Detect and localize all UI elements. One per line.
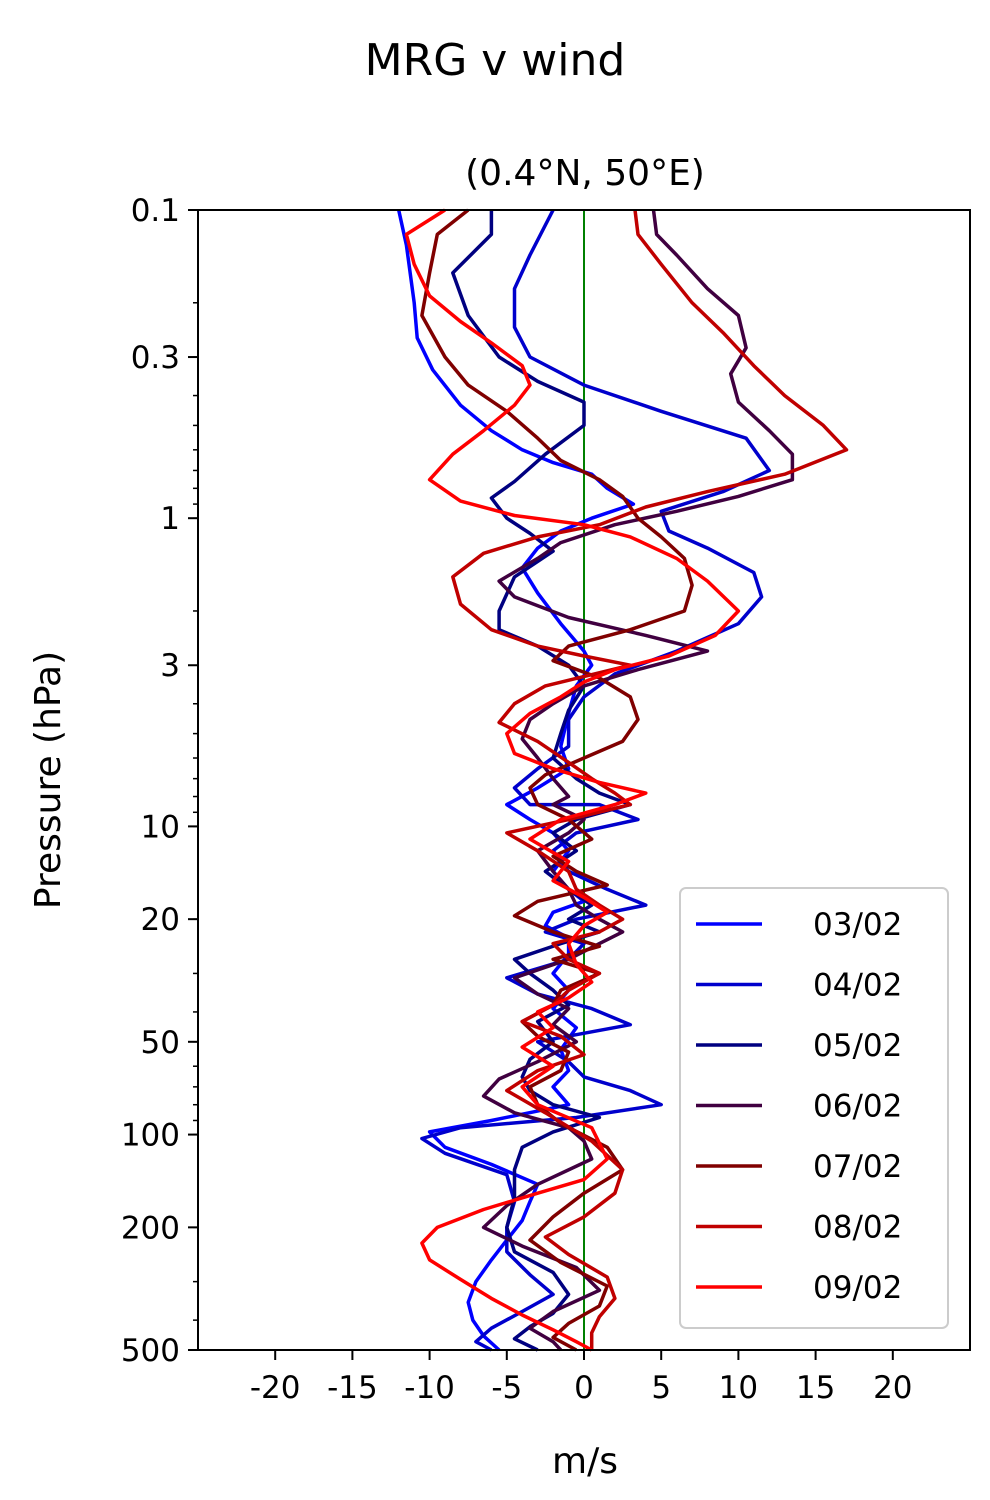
x-tick-label: -5 bbox=[491, 1370, 522, 1406]
legend-entry-label: 06/02 bbox=[813, 1089, 902, 1125]
x-tick-label: 10 bbox=[719, 1370, 758, 1406]
legend-entry-label: 08/02 bbox=[813, 1210, 902, 1246]
legend-box bbox=[679, 887, 949, 1329]
x-axis-label: m/s bbox=[552, 1441, 618, 1482]
legend-entry-label: 05/02 bbox=[813, 1028, 902, 1064]
x-tick-label: 15 bbox=[796, 1370, 835, 1406]
series-layer bbox=[396, 208, 849, 1352]
y-tick-label: 20 bbox=[141, 902, 180, 938]
y-tick-label: 3 bbox=[160, 648, 180, 684]
x-tick-label: 5 bbox=[651, 1370, 671, 1406]
legend-entry-label: 09/02 bbox=[813, 1270, 902, 1306]
x-tick-label: -20 bbox=[250, 1370, 301, 1406]
y-tick-label: 200 bbox=[121, 1210, 180, 1246]
axes-layer: -20 -15 -10 -5 0 5 10 15 20 0.1 0.3 1 3 10 20 50 100 200 5… bbox=[121, 193, 971, 1406]
y-tick-label: 10 bbox=[141, 809, 180, 845]
legend-entry-label: 07/02 bbox=[813, 1149, 902, 1185]
y-tick-label: 500 bbox=[121, 1333, 180, 1369]
y-tick-label: 100 bbox=[121, 1118, 180, 1154]
y-axis-label: Pressure (hPa) bbox=[28, 651, 69, 909]
y-tick-label: 50 bbox=[141, 1025, 180, 1061]
x-tick-label: 20 bbox=[873, 1370, 912, 1406]
x-tick-label: -10 bbox=[404, 1370, 455, 1406]
chart-title: MRG v wind bbox=[365, 35, 626, 86]
legend: 03/02 04/02 05/02 06/02 07/02 08/02 09/02 bbox=[679, 887, 949, 1329]
legend-entry-label: 04/02 bbox=[813, 968, 902, 1004]
x-tick-label: 0 bbox=[574, 1370, 594, 1406]
y-tick-label: 1 bbox=[160, 501, 180, 537]
series-line-04-02 bbox=[420, 209, 772, 1352]
y-tick-label: 0.3 bbox=[131, 340, 180, 376]
series-line-07-02 bbox=[420, 208, 694, 1352]
legend-entry-label: 03/02 bbox=[813, 907, 902, 943]
y-tick-label: 0.1 bbox=[131, 193, 180, 229]
chart-subtitle: (0.4°N, 50°E) bbox=[465, 153, 705, 194]
x-tick-label: -15 bbox=[327, 1370, 378, 1406]
series-line-09-02 bbox=[404, 208, 741, 1352]
